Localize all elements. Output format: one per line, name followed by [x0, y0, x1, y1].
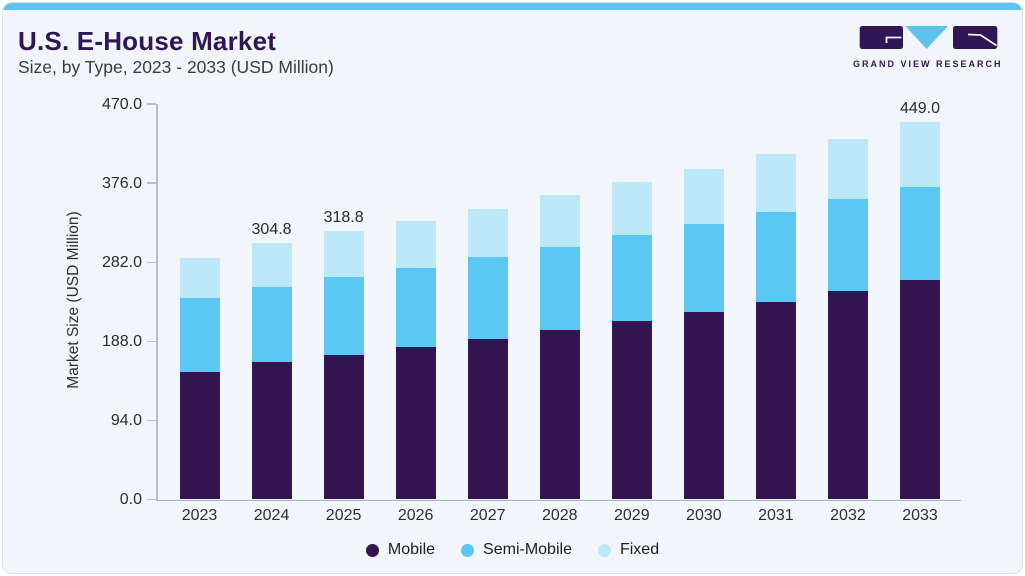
- y-tick-mark: [147, 261, 156, 264]
- bar-segment-fixed: [251, 243, 292, 287]
- bar-segment-semi-mobile: [323, 277, 364, 355]
- x-axis-line: [156, 499, 961, 501]
- legend-dot-icon: [597, 543, 611, 557]
- bar-segment-mobile: [539, 330, 580, 500]
- y-tick-mark: [147, 103, 156, 105]
- bar-total-label: 449.0: [899, 99, 941, 117]
- y-tick-mark: [147, 340, 156, 343]
- y-tick-label: 376.0: [101, 174, 142, 192]
- y-tick-label: 188.0: [101, 332, 142, 350]
- legend-label: Mobile: [387, 541, 436, 558]
- legend-item-fixed: Fixed: [597, 541, 660, 559]
- bar-segment-fixed: [611, 181, 652, 236]
- y-tick-label: 282.0: [101, 253, 142, 271]
- x-tick-label: 2029: [614, 507, 650, 524]
- y-tick-mark: [147, 419, 156, 422]
- x-tick-label: 2025: [325, 507, 362, 524]
- bar-segment-semi-mobile: [395, 267, 436, 348]
- bar-segment-mobile: [755, 301, 796, 500]
- bar-segment-fixed: [755, 153, 796, 212]
- y-tick-label: 0.0: [119, 491, 142, 508]
- top-accent-bar: [3, 3, 1022, 10]
- x-tick-label: 2027: [469, 507, 506, 524]
- legend-dot-icon: [365, 543, 379, 557]
- bar-segment-semi-mobile: [611, 235, 652, 322]
- gvr-logo: GRAND VIEW RESEARCH: [853, 26, 1003, 69]
- bar-segment-fixed: [179, 257, 220, 299]
- legend-label: Semi-Mobile: [483, 541, 572, 558]
- bar-segment-semi-mobile: [827, 199, 868, 292]
- y-tick-mark: [147, 182, 156, 184]
- bar-segment-fixed: [683, 168, 724, 225]
- bar-segment-mobile: [683, 311, 724, 500]
- page-subtitle: Size, by Type, 2023 - 2033 (USD Million): [18, 57, 334, 77]
- bar-segment-semi-mobile: [683, 224, 724, 312]
- y-tick-mark: [147, 498, 156, 501]
- x-tick-label: 2032: [830, 507, 866, 524]
- bar-segment-semi-mobile: [179, 298, 220, 372]
- x-tick-label: 2024: [253, 507, 290, 524]
- bar-segment-mobile: [827, 291, 868, 500]
- g-mark-icon: [885, 36, 902, 43]
- x-tick-label: 2028: [541, 507, 578, 524]
- x-tick-label: 2026: [397, 507, 434, 524]
- gvr-logo-text: GRAND VIEW RESEARCH: [853, 59, 1003, 69]
- bar-segment-fixed: [395, 221, 436, 268]
- bar-segment-mobile: [467, 339, 508, 500]
- bar-segment-fixed: [827, 138, 868, 200]
- legend-item-semi-mobile: Semi-Mobile: [461, 541, 572, 559]
- bar-segment-mobile: [179, 371, 220, 500]
- bar-segment-semi-mobile: [251, 286, 292, 363]
- bar-segment-fixed: [900, 121, 940, 187]
- legend-label: Fixed: [619, 541, 660, 558]
- y-tick-label: 94.0: [110, 411, 142, 429]
- gvr-logo-marks: [859, 26, 998, 49]
- page-title: U.S. E-House Market: [18, 26, 277, 56]
- bar-segment-mobile: [251, 362, 292, 500]
- g-block-icon: [859, 26, 903, 49]
- bar-segment-semi-mobile: [539, 246, 580, 331]
- bar-segment-fixed: [467, 208, 508, 258]
- y-axis-line: [156, 104, 158, 501]
- bar-segment-mobile: [900, 280, 940, 500]
- bar-segment-mobile: [611, 321, 652, 500]
- bar-segment-fixed: [539, 194, 580, 247]
- x-tick-label: 2023: [181, 507, 218, 524]
- y-axis-title: Market Size (USD Million): [65, 211, 82, 389]
- bar-segment-mobile: [323, 354, 364, 500]
- r-mark-icon: [967, 33, 997, 47]
- chart-legend: Mobile Semi-Mobile Fixed: [0, 539, 1025, 561]
- r-block-icon: [953, 26, 998, 49]
- bar-segment-mobile: [395, 347, 436, 500]
- v-triangle-icon: [905, 26, 948, 49]
- bar-segment-semi-mobile: [755, 212, 796, 302]
- bar-segment-semi-mobile: [467, 257, 508, 339]
- x-tick-label: 2033: [902, 507, 938, 524]
- bar-total-label: 304.8: [251, 221, 292, 239]
- x-tick-label: 2031: [758, 507, 794, 524]
- y-tick-label: 470.0: [101, 95, 142, 113]
- bar-segment-semi-mobile: [900, 186, 940, 281]
- bar-segment-fixed: [323, 231, 364, 278]
- x-tick-label: 2030: [686, 507, 722, 524]
- legend-dot-icon: [461, 543, 475, 557]
- bar-total-label: 318.8: [323, 209, 364, 227]
- legend-item-mobile: Mobile: [365, 541, 436, 559]
